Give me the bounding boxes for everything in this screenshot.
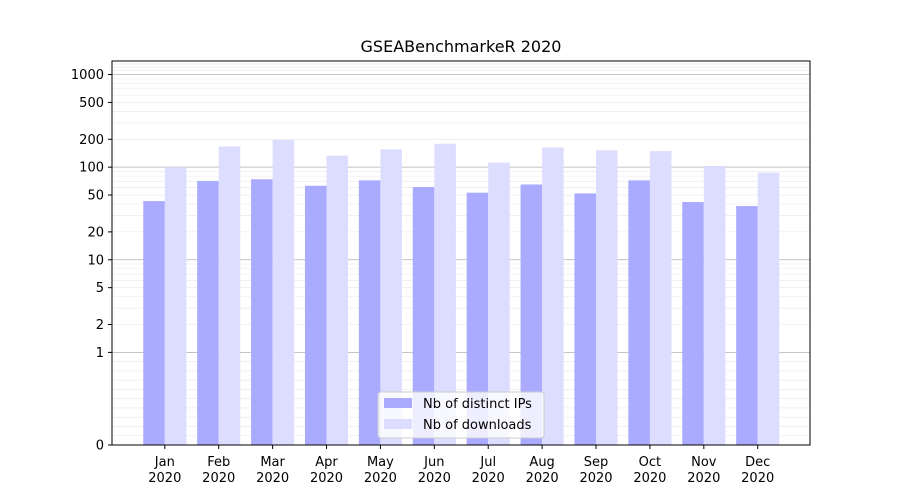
bar-distinct-ips <box>466 192 489 445</box>
bar-downloads <box>757 172 780 445</box>
y-tick-label: 200 <box>79 133 104 148</box>
y-tick-label: 50 <box>87 189 104 204</box>
x-tick-label: Feb 2020 <box>202 455 235 486</box>
x-tick-label: Nov 2020 <box>687 455 720 486</box>
x-tick-label: Jun 2020 <box>418 455 451 486</box>
bar-downloads <box>164 167 187 446</box>
y-tick-label: 20 <box>87 225 104 240</box>
x-tick-label: Sep 2020 <box>579 455 612 486</box>
bar-distinct-ips <box>251 179 273 445</box>
bar-downloads <box>703 165 726 445</box>
y-tick-label: 500 <box>79 96 104 111</box>
x-tick-label: Jul 2020 <box>472 455 505 486</box>
x-tick-label: Mar 2020 <box>256 455 289 486</box>
x-tick-label: Jan 2020 <box>148 455 181 486</box>
y-tick-label: 1000 <box>71 68 104 83</box>
bar-distinct-ips <box>682 202 704 445</box>
x-tick-label: May 2020 <box>364 455 397 486</box>
x-tick-label: Aug 2020 <box>526 455 559 486</box>
bars <box>143 139 780 446</box>
bar-downloads <box>272 139 295 445</box>
bar-downloads <box>434 143 456 445</box>
y-tick-label: 1 <box>96 346 104 361</box>
bar-downloads <box>380 149 402 446</box>
x-axis: Jan 2020 Feb 2020 Mar 2020 Apr 2020 May 2020 Jun 20… <box>148 445 774 486</box>
legend-label: Nb of distinct IPs <box>423 397 532 412</box>
plot-frame <box>111 60 811 446</box>
bar-downloads <box>542 147 564 445</box>
legend-swatch <box>384 398 412 408</box>
bar-downloads <box>596 150 618 445</box>
bar-distinct-ips <box>736 206 758 445</box>
y-tick-label: 10 <box>87 253 104 268</box>
legend-swatch <box>384 419 412 429</box>
bar-distinct-ips <box>520 184 543 445</box>
bar-distinct-ips <box>143 201 165 445</box>
bar-distinct-ips <box>358 180 381 445</box>
x-tick-label: Apr 2020 <box>310 455 343 486</box>
x-tick-label: Dec 2020 <box>741 455 774 486</box>
y-axis: 0 1 2 5 10 20 50 100 200 500 1000 <box>71 68 112 454</box>
y-tick-label: 0 <box>96 439 104 454</box>
bar-distinct-ips <box>304 185 327 445</box>
legend: Nb of distinct IPs Nb of downloads <box>377 391 545 439</box>
y-tick-label: 100 <box>79 161 104 176</box>
legend-label: Nb of downloads <box>423 418 532 433</box>
legend-box <box>377 391 545 439</box>
bar-distinct-ips <box>574 193 597 445</box>
bar-downloads <box>488 162 510 446</box>
x-tick-label: Oct 2020 <box>633 455 666 486</box>
bar-downloads <box>326 155 349 445</box>
bar-downloads <box>218 146 241 445</box>
bar-distinct-ips <box>412 187 435 445</box>
chart-title: GSEABenchmarkeR 2020 <box>361 37 562 56</box>
y-tick-label: 5 <box>96 281 104 296</box>
bar-downloads <box>649 151 672 446</box>
bar-distinct-ips <box>628 180 650 445</box>
y-tick-label: 2 <box>96 318 104 333</box>
bar-distinct-ips <box>197 180 219 446</box>
